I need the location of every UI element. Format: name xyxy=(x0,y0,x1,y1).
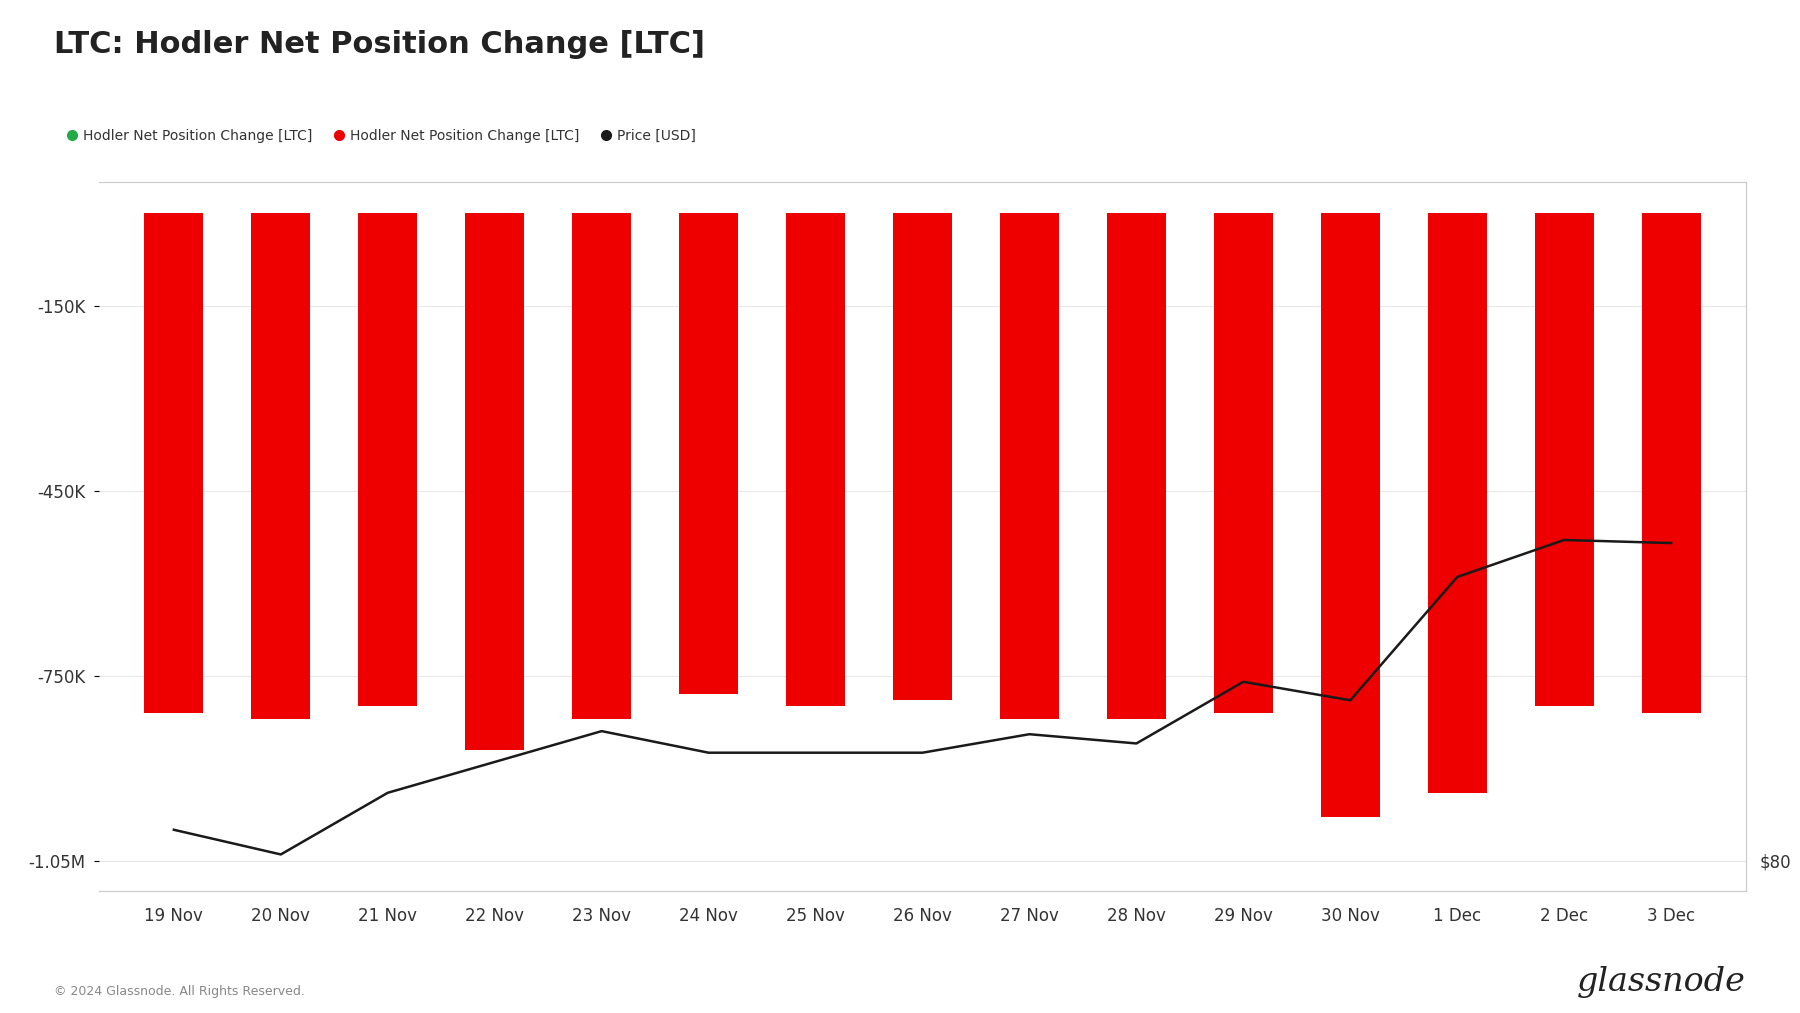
Bar xyxy=(358,213,418,706)
Bar xyxy=(252,213,310,719)
Bar xyxy=(464,213,524,750)
Bar xyxy=(1535,213,1593,706)
Bar xyxy=(1427,213,1487,793)
Bar xyxy=(679,213,738,694)
Legend: Hodler Net Position Change [LTC], Hodler Net Position Change [LTC], Price [USD]: Hodler Net Position Change [LTC], Hodler… xyxy=(61,124,702,149)
Text: LTC: Hodler Net Position Change [LTC]: LTC: Hodler Net Position Change [LTC] xyxy=(54,30,706,60)
Bar xyxy=(893,213,952,700)
Bar xyxy=(1107,213,1166,719)
Bar xyxy=(144,213,203,712)
Bar xyxy=(1001,213,1058,719)
Text: © 2024 Glassnode. All Rights Reserved.: © 2024 Glassnode. All Rights Reserved. xyxy=(54,985,304,998)
Bar xyxy=(787,213,844,706)
Bar xyxy=(1321,213,1381,817)
Text: glassnode: glassnode xyxy=(1577,965,1746,998)
Bar xyxy=(572,213,632,719)
Bar xyxy=(1642,213,1701,712)
Bar xyxy=(1213,213,1273,712)
